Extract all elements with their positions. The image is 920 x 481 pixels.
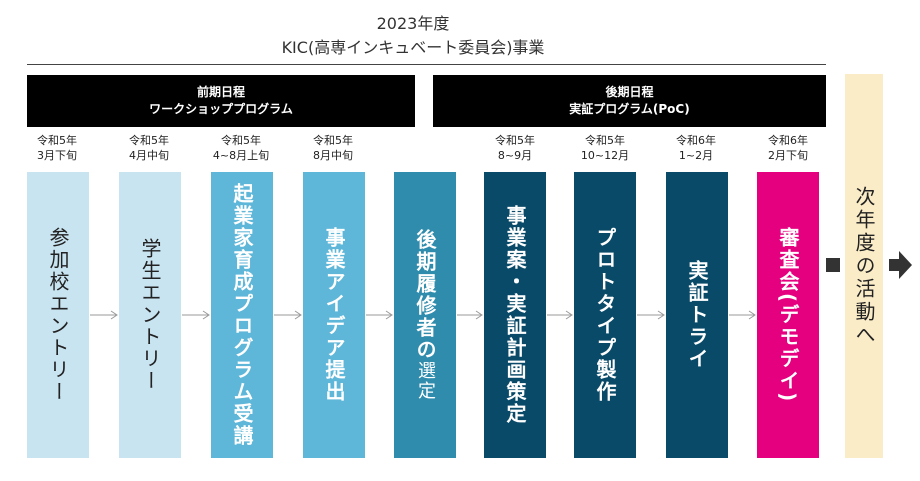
page-title: KIC(高専インキュベート委員会)事業 (281, 38, 545, 57)
step-date: 令和5年 4月中旬 (129, 134, 169, 162)
flow-arrow-icon (547, 310, 573, 320)
step-date: 令和5年 10~12月 (580, 134, 630, 162)
arrow-right-icon (889, 251, 912, 279)
flow-arrow-icon (274, 310, 302, 320)
step-date: 令和6年 1~2月 (676, 134, 716, 162)
step-demo-day: 審査会(デモデイ) (757, 172, 819, 458)
flow-arrow-icon (637, 310, 665, 320)
page-title-year: 2023年度 (376, 14, 450, 33)
step-school-entry: 参加校エントリー (27, 172, 89, 458)
phase-header-second-half: 後期日程 実証プログラム(PoC) (433, 75, 826, 127)
phase-subtitle: ワークショッププログラム (149, 102, 293, 116)
next-year-activity: 次年度の活動へ (845, 74, 883, 458)
step-label: 事業案・実証計画策定 (503, 205, 527, 425)
step-trial: 実証トライ (666, 172, 728, 458)
step-entrepreneur-program: 起業家育成プログラム受講 (211, 172, 273, 458)
next-year-label: 次年度の活動へ (852, 185, 876, 347)
step-date: 令和6年 2月下旬 (768, 134, 808, 162)
step-date: 令和5年 8月中旬 (313, 134, 353, 162)
step-label: 審査会(デモデイ) (776, 226, 800, 404)
phase-title: 後期日程 (605, 85, 654, 99)
step-label: 事業アイデア提出 (322, 227, 346, 403)
flow-arrow-icon (366, 310, 393, 320)
flow-arrow-icon (182, 310, 210, 320)
flow-arrow-icon (457, 310, 483, 320)
flow-arrow-icon (729, 310, 756, 320)
step-idea-submission: 事業アイデア提出 (303, 172, 365, 458)
step-date: 令和5年 8~9月 (495, 134, 535, 162)
step-label: 起業家育成プログラム受講 (230, 183, 254, 447)
step-label: 実証トライ (685, 260, 709, 370)
step-prototype: プロトタイプ製作 (574, 172, 636, 458)
step-selection: 後期履修者の選定 (394, 172, 456, 458)
flow-arrow-icon (90, 310, 118, 320)
title-divider (27, 64, 826, 65)
step-date: 令和5年 4~8月上旬 (212, 134, 270, 162)
step-label: 後期履修者の選定 (413, 229, 437, 401)
step-label: 学生エントリー (138, 238, 162, 392)
connector-square-icon (826, 258, 840, 272)
phase-subtitle: 実証プログラム(PoC) (569, 102, 690, 116)
step-date: 令和5年 3月下旬 (37, 134, 77, 162)
step-business-plan: 事業案・実証計画策定 (484, 172, 546, 458)
step-label: プロトタイプ製作 (593, 227, 617, 403)
step-label: 参加校エントリー (46, 227, 70, 403)
phase-title: 前期日程 (196, 85, 245, 99)
phase-header-first-half: 前期日程 ワークショッププログラム (27, 75, 415, 127)
step-student-entry: 学生エントリー (119, 172, 181, 458)
